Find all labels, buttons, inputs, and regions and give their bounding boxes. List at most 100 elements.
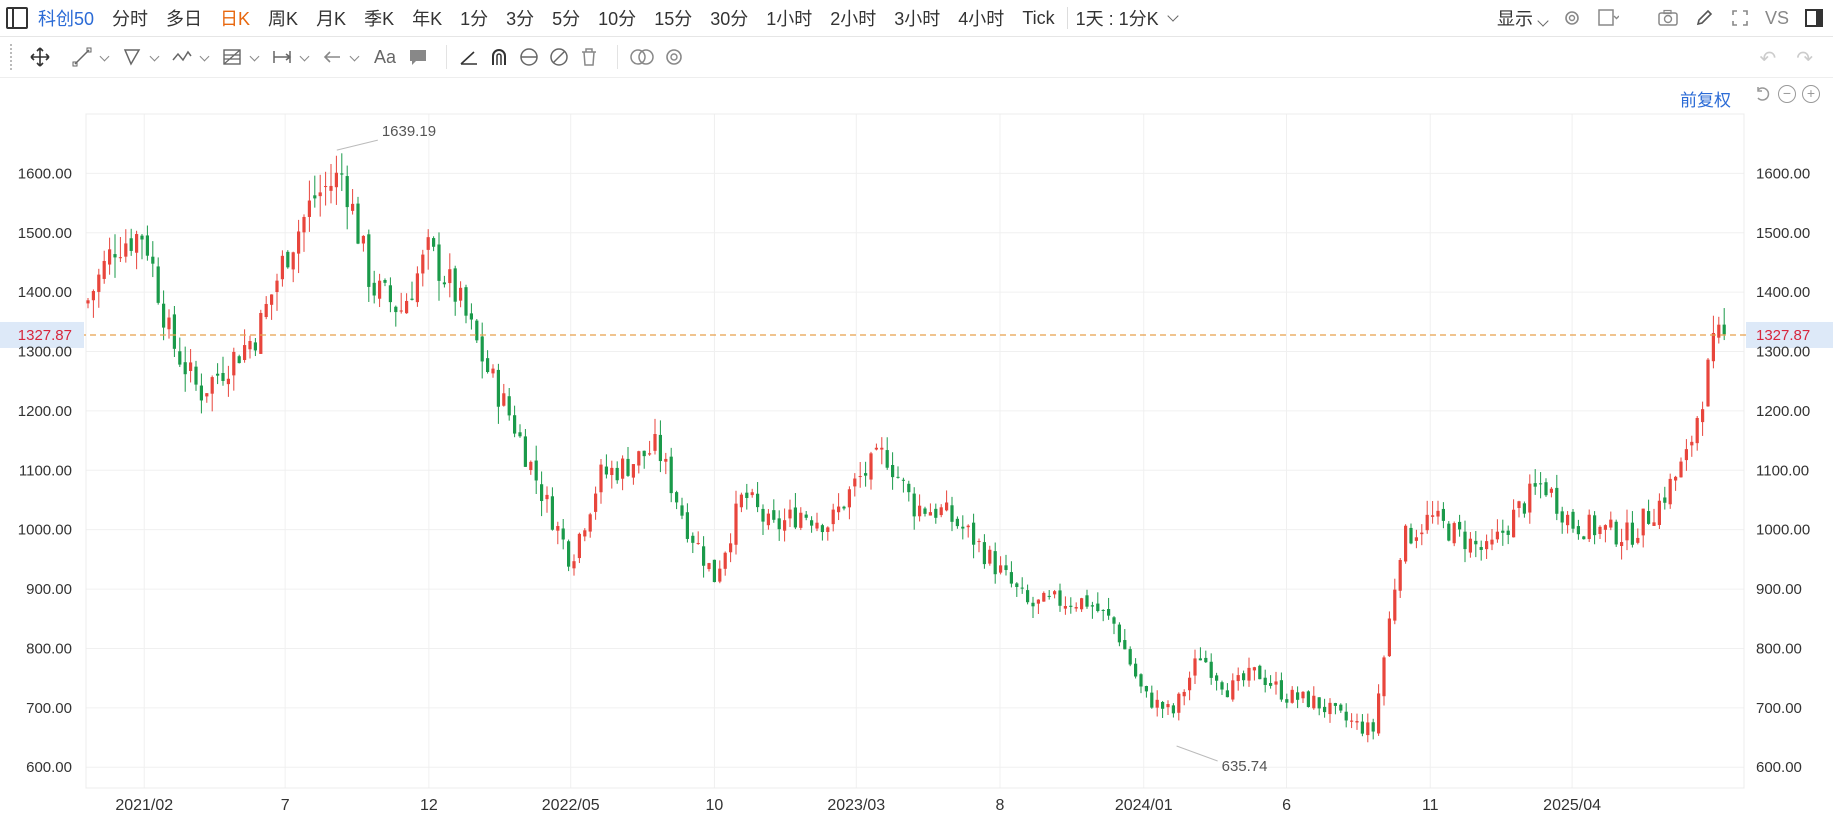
candle-body [1312,695,1316,709]
candle-body [1150,692,1154,708]
annotations: 1639.19 635.74 [336,123,1268,775]
hide-drawings-icon[interactable] [547,45,571,69]
timeframe-tab[interactable]: 多日 [166,9,203,29]
zoom-in-icon[interactable]: + [1802,85,1820,103]
timeframe-tab[interactable]: 2小时 [830,9,877,29]
x-tick-label: 2021/02 [115,797,173,814]
move-icon[interactable] [28,45,52,69]
timeframe-tab[interactable]: 3小时 [894,9,941,29]
candle-body [421,254,425,274]
reset-icon[interactable] [1754,85,1772,103]
timeframe-tab[interactable]: 3分 [506,9,535,29]
settings-gear-icon[interactable] [662,45,686,69]
timeframe-tab[interactable]: 季K [364,9,395,29]
candle-body [653,434,657,451]
timeframe-tab[interactable]: 15分 [654,9,693,29]
timeframe-tab[interactable]: 5分 [552,9,581,29]
timeframe-tab[interactable]: 1小时 [766,9,813,29]
candle-body [1512,509,1516,538]
candle-body [1085,595,1089,607]
candle-body [329,185,333,191]
measure-icon[interactable] [270,45,310,69]
candle-body [102,260,106,279]
candle-body [1231,680,1235,700]
range-label: 1天 : 1分K [1075,9,1159,29]
timeframe-tab[interactable]: 周K [268,9,299,29]
candle-body [1171,705,1175,714]
candle-body [1690,441,1694,446]
timeframe-tab[interactable]: 4小时 [958,9,1005,29]
candle-body [858,476,862,478]
candle-body [567,541,571,567]
fullscreen-icon[interactable] [1729,7,1751,29]
undo-icon[interactable]: ↶ [1759,48,1777,70]
x-tick-label: 10 [706,797,724,814]
candle-body [1652,522,1656,526]
candle-body [1258,665,1262,680]
channel-icon[interactable] [120,45,160,69]
candle-body [1209,661,1213,678]
symbol-name[interactable]: 科创50 [38,9,95,29]
trendline-icon[interactable] [70,45,110,69]
trash-icon[interactable] [577,45,601,69]
zoom-out-icon[interactable]: − [1778,85,1796,103]
magnet-icon[interactable] [487,45,511,69]
vs-button[interactable]: VS [1764,7,1789,28]
y-tick-label: 1000.00 [18,522,72,539]
candle-body [999,565,1003,573]
candle-body [1431,515,1435,517]
candle-body [302,216,306,233]
timeframe-tab[interactable]: 10分 [598,9,637,29]
range-selector[interactable]: 1天 : 1分K [1075,5,1179,31]
candle-body [307,200,311,217]
candle-body [734,503,738,545]
candle-body [1663,497,1667,503]
timeframe-tab[interactable]: 日K [220,9,251,29]
timeframe-tab[interactable]: 年K [412,9,443,29]
candle-body [1490,539,1494,545]
candle-body [172,314,176,349]
lock-drawings-icon[interactable] [517,45,541,69]
gear-icon[interactable] [1561,7,1583,29]
fib-icon[interactable] [220,45,260,69]
y-tick-label: 1000.00 [1756,522,1810,539]
panel-toggle-icon[interactable] [1803,7,1825,29]
angle-icon[interactable] [457,45,481,69]
timeframe-tab[interactable]: 30分 [710,9,749,29]
candle-body [1463,531,1467,550]
display-menu[interactable]: 显示 [1497,5,1549,31]
candle-body [939,507,943,516]
text-tool[interactable]: Aa [373,46,397,67]
timeframe-tab[interactable]: 月K [316,9,347,29]
timeframe-tab[interactable]: 分时 [112,9,149,29]
candle-body [1420,532,1424,535]
top-toolbar: 科创50 分时 多日 日K 周K 月K 季K 年K 1分 3分 5分 10分 15分 30分 1小时 2小时… [0,0,1833,37]
candle-body [1587,514,1591,540]
camera-icon[interactable] [1657,7,1679,29]
pen-icon[interactable] [1693,7,1715,29]
candle-body [453,268,457,302]
candle-body [685,512,689,539]
adjust-mode-button[interactable]: 前复权 [1680,91,1731,110]
candle-body [237,356,241,364]
y-tick-label: 900.00 [1756,581,1802,598]
sidebar-toggle-icon[interactable] [6,7,28,29]
candle-body [799,512,803,528]
drag-handle[interactable] [10,44,14,70]
comment-icon[interactable] [406,45,430,69]
candle-body [226,378,230,385]
candle-body [1317,697,1321,709]
wave-icon[interactable] [170,45,210,69]
timeframe-tab[interactable]: Tick [1022,7,1055,28]
current-price-line: 1327.87 1327.87 [0,321,1833,348]
layout-icon[interactable] [1597,7,1619,29]
arrow-left-icon[interactable] [320,45,360,69]
candle-body [1020,587,1024,589]
candle-body [1236,675,1240,682]
candle-body [1274,681,1278,685]
timeframe-tab[interactable]: 1分 [460,9,489,29]
candle-body [518,432,522,437]
redo-icon[interactable]: ↷ [1796,48,1813,70]
compare-icon[interactable] [628,45,656,69]
